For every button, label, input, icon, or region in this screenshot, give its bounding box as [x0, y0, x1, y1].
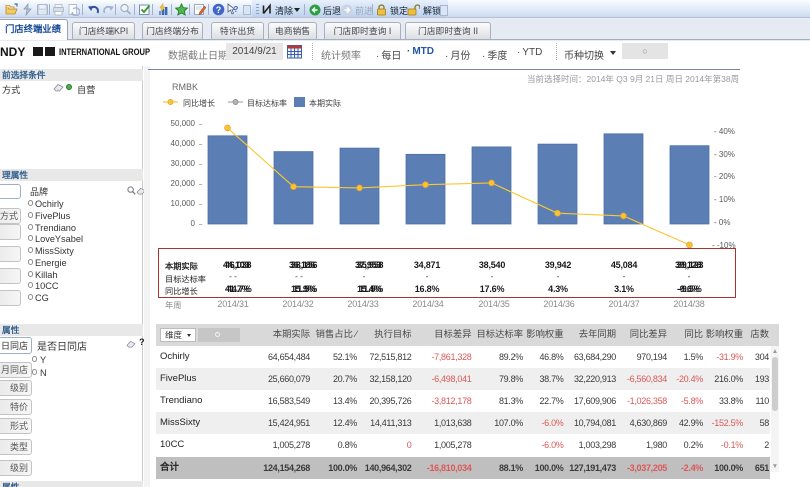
svg-text:?: ?: [216, 5, 222, 15]
svg-text:?: ?: [234, 5, 239, 14]
